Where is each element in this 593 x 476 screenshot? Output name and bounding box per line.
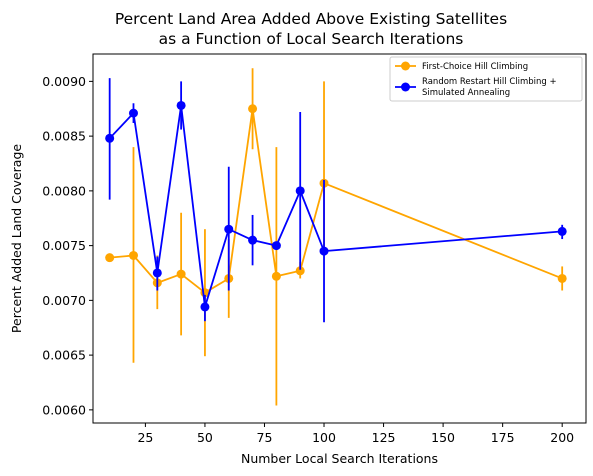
y-tick-label: 0.0060 bbox=[42, 402, 86, 417]
data-point bbox=[105, 253, 115, 263]
legend-marker-random-restart bbox=[401, 82, 410, 92]
y-tick-label: 0.0065 bbox=[42, 348, 86, 363]
legend: First-Choice Hill Climbing Random Restar… bbox=[389, 56, 583, 102]
data-point bbox=[105, 133, 115, 143]
legend-marker-first-choice bbox=[401, 61, 410, 71]
x-tick-label: 125 bbox=[372, 430, 396, 445]
data-point bbox=[271, 271, 281, 281]
series-0 bbox=[105, 68, 567, 406]
y-tick-label: 0.0070 bbox=[42, 293, 86, 308]
data-point bbox=[176, 269, 186, 279]
data-point bbox=[295, 266, 305, 276]
plot-frame bbox=[92, 53, 587, 424]
plot-marks bbox=[105, 68, 567, 406]
data-point bbox=[248, 104, 258, 114]
data-point bbox=[557, 226, 567, 236]
x-tick-label: 200 bbox=[550, 430, 574, 445]
data-point bbox=[224, 224, 234, 234]
x-tick-label: 175 bbox=[491, 430, 515, 445]
y-tick-label: 0.0090 bbox=[42, 74, 86, 89]
legend-label-random-restart-line-2: Simulated Annealing bbox=[422, 88, 510, 98]
y-tick-label: 0.0080 bbox=[42, 183, 86, 198]
data-point bbox=[152, 268, 162, 278]
legend-label-random-restart-line-1: Random Restart Hill Climbing + bbox=[422, 77, 557, 87]
legend-box bbox=[389, 56, 583, 102]
data-point bbox=[295, 186, 305, 196]
data-point bbox=[128, 250, 138, 260]
x-tick-label: 150 bbox=[431, 430, 455, 445]
chart-title-line-2: as a Function of Local Search Iterations bbox=[159, 30, 464, 48]
data-point bbox=[128, 108, 138, 118]
data-point bbox=[271, 241, 281, 251]
data-point bbox=[319, 246, 329, 256]
x-tick-label: 25 bbox=[137, 430, 153, 445]
x-tick-label: 75 bbox=[257, 430, 273, 445]
data-point bbox=[557, 273, 567, 283]
x-tick-label: 50 bbox=[197, 430, 213, 445]
y-tick-label: 0.0075 bbox=[42, 238, 86, 253]
x-tick-label: 100 bbox=[312, 430, 336, 445]
data-point bbox=[200, 302, 210, 312]
y-axis-label: Percent Added Land Coverage bbox=[9, 144, 24, 333]
x-axis-label: Number Local Search Iterations bbox=[241, 451, 438, 466]
data-point bbox=[176, 100, 186, 110]
series-1 bbox=[105, 78, 567, 323]
y-axis-ticks: 0.0060 0.0065 0.0070 0.0075 0.0080 0.0085 0.00… bbox=[42, 74, 93, 417]
legend-label-first-choice: First-Choice Hill Climbing bbox=[422, 62, 528, 72]
chart-title-line-1: Percent Land Area Added Above Existing S… bbox=[115, 10, 507, 28]
x-axis-ticks: 25 50 75 100 125 150 175 200 bbox=[137, 423, 574, 445]
data-point bbox=[248, 235, 258, 245]
y-tick-label: 0.0085 bbox=[42, 129, 86, 144]
